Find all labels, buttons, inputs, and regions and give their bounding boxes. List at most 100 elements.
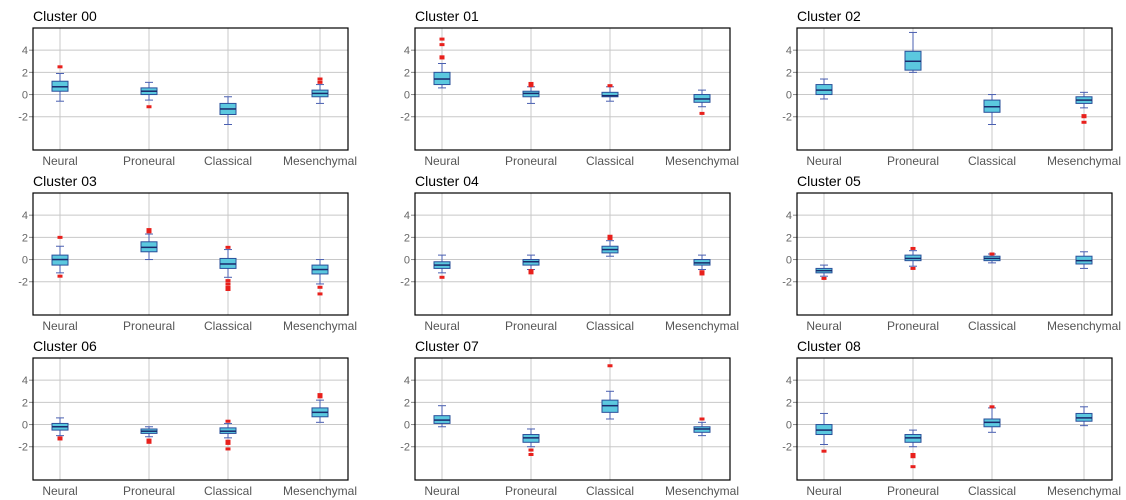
- outlier-point: [317, 292, 323, 296]
- outlier-point: [607, 234, 613, 238]
- outlier-point: [821, 449, 827, 453]
- cluster-panel: Cluster 08 -2 0 2 4 Neural Proneural Classical M…: [764, 338, 1121, 498]
- outlier-point: [146, 438, 152, 442]
- category-label: Proneural: [887, 154, 939, 168]
- box-neural: [815, 264, 833, 280]
- outlier-point: [225, 439, 231, 443]
- box-proneural: [522, 254, 540, 275]
- panel-title: Cluster 00: [33, 8, 97, 24]
- y-tick-label: -2: [400, 277, 410, 289]
- outlier-point: [225, 419, 231, 423]
- boxplot-svg: -2 0 2 4 Neural Proneural Classical Mesenchymal: [18, 357, 357, 498]
- outlier-point: [146, 228, 152, 232]
- plot-frame: [796, 357, 1113, 481]
- category-label: Proneural: [505, 319, 557, 333]
- y-tick-label: 4: [404, 375, 410, 387]
- box-neural: [433, 405, 451, 428]
- outlier-point: [146, 105, 152, 109]
- outlier-point: [989, 252, 995, 256]
- y-tick-label: 4: [786, 210, 792, 222]
- outlier-point: [225, 279, 231, 283]
- category-label: Neural: [424, 319, 459, 333]
- boxplot-svg: -2 0 2 4 Neural Proneural Classical Mesenchymal: [782, 357, 1121, 498]
- box-classical: [983, 252, 1001, 264]
- category-label: Neural: [42, 484, 77, 498]
- outlier-point: [317, 395, 323, 399]
- y-tick-label: 0: [404, 255, 410, 267]
- y-tick-label: 0: [786, 420, 792, 432]
- panel-title: Cluster 01: [415, 8, 479, 24]
- y-tick-label: -2: [18, 277, 28, 289]
- panel-title: Cluster 02: [797, 8, 861, 24]
- outlier-point: [607, 84, 613, 88]
- box-neural: [815, 78, 833, 100]
- plot-frame: [32, 192, 349, 316]
- outlier-point: [910, 455, 916, 459]
- box-mesenchymal: [693, 254, 711, 276]
- outlier-point: [225, 447, 231, 451]
- box-classical: [983, 94, 1001, 125]
- box-mesenchymal: [1075, 406, 1093, 427]
- y-tick-label: 2: [22, 67, 28, 79]
- box-classical: [219, 419, 237, 451]
- y-tick-label: 0: [22, 90, 28, 102]
- category-label: Mesenchymal: [665, 484, 739, 498]
- box-classical: [601, 84, 619, 102]
- category-label: Proneural: [505, 484, 557, 498]
- y-tick-label: 0: [22, 255, 28, 267]
- y-tick-label: 0: [786, 90, 792, 102]
- category-label: Classical: [968, 319, 1016, 333]
- outlier-point: [225, 287, 231, 291]
- category-label: Classical: [204, 484, 252, 498]
- y-tick-label: -2: [782, 277, 792, 289]
- y-tick-label: -2: [782, 112, 792, 124]
- y-tick-label: 4: [404, 45, 410, 57]
- box-proneural: [140, 228, 158, 261]
- plot-frame: [796, 192, 1113, 316]
- outlier-point: [317, 80, 323, 84]
- box-mesenchymal: [1075, 91, 1093, 124]
- category-label: Proneural: [505, 154, 557, 168]
- outlier-point: [439, 275, 445, 279]
- box-proneural: [140, 81, 158, 109]
- y-tick-label: 2: [786, 232, 792, 244]
- outlier-point: [910, 266, 916, 270]
- outlier-point: [57, 235, 63, 239]
- box-mesenchymal: [311, 393, 329, 423]
- outlier-point: [317, 285, 323, 289]
- box-classical: [219, 96, 237, 125]
- cluster-panel: Cluster 03 -2 0 2 4 Neural Proneural Classical M…: [0, 173, 357, 333]
- outlier-point: [607, 364, 613, 368]
- box-classical: [219, 245, 237, 291]
- category-label: Proneural: [123, 484, 175, 498]
- box-classical: [601, 364, 619, 420]
- cluster-boxplot-grid: Cluster 00 -2 0 2 4 Neural Proneural Classical M…: [0, 8, 1121, 498]
- y-tick-label: -2: [782, 442, 792, 454]
- category-label: Neural: [42, 319, 77, 333]
- y-tick-label: 4: [22, 45, 28, 57]
- outlier-point: [910, 246, 916, 250]
- box-proneural: [522, 81, 540, 104]
- outlier-point: [607, 236, 613, 240]
- y-tick-label: -2: [400, 112, 410, 124]
- boxplot-svg: -2 0 2 4 Neural Proneural Classical Mesenchymal: [782, 27, 1121, 168]
- y-tick-label: 2: [404, 232, 410, 244]
- outlier-point: [699, 111, 705, 115]
- cluster-panel: Cluster 06 -2 0 2 4 Neural Proneural Classical M…: [0, 338, 357, 498]
- category-label: Mesenchymal: [1047, 154, 1121, 168]
- y-tick-label: 2: [22, 232, 28, 244]
- outlier-point: [528, 81, 534, 85]
- category-label: Classical: [204, 154, 252, 168]
- plot-frame: [32, 357, 349, 481]
- box-proneural: [140, 426, 158, 444]
- y-tick-label: 4: [786, 375, 792, 387]
- outlier-point: [528, 269, 534, 273]
- y-tick-label: 2: [404, 67, 410, 79]
- y-tick-label: 2: [22, 397, 28, 409]
- outlier-point: [910, 465, 916, 469]
- category-label: Classical: [968, 484, 1016, 498]
- panel-title: Cluster 08: [797, 338, 861, 354]
- outlier-point: [225, 441, 231, 445]
- category-label: Proneural: [887, 484, 939, 498]
- category-label: Proneural: [887, 319, 939, 333]
